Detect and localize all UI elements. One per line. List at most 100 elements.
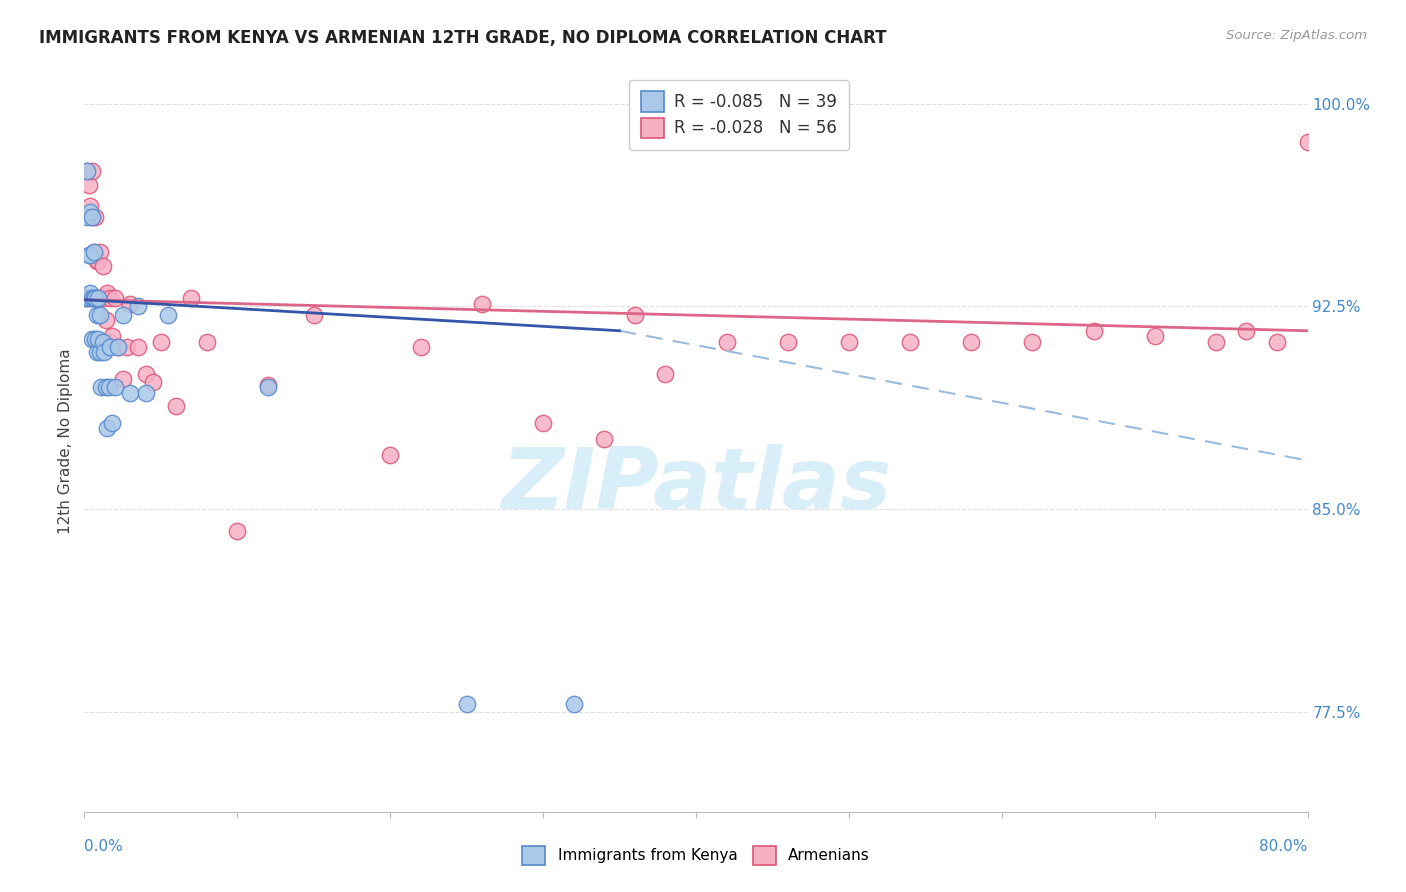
Point	[83, 291, 105, 305]
Point	[593, 432, 616, 446]
Point	[104, 291, 127, 305]
Text: 0.0%: 0.0%	[84, 838, 124, 854]
Point	[104, 380, 127, 394]
Point	[93, 291, 115, 305]
Point	[111, 372, 134, 386]
Point	[101, 329, 124, 343]
Point	[83, 245, 105, 260]
Point	[84, 211, 107, 225]
Point	[1265, 334, 1288, 349]
Point	[135, 367, 157, 381]
Point	[76, 211, 98, 225]
Point	[107, 340, 129, 354]
Text: ZIPatlas: ZIPatlas	[501, 444, 891, 527]
Point	[531, 416, 554, 430]
Point	[380, 448, 402, 462]
Point	[898, 334, 921, 349]
Point	[716, 334, 738, 349]
Point	[80, 211, 103, 225]
Point	[86, 291, 108, 305]
Text: 80.0%: 80.0%	[1260, 838, 1308, 854]
Point	[84, 291, 107, 305]
Point	[127, 340, 149, 354]
Point	[76, 164, 98, 178]
Point	[1343, 334, 1365, 349]
Legend: Immigrants from Kenya, Armenians: Immigrants from Kenya, Armenians	[516, 840, 876, 871]
Point	[97, 380, 120, 394]
Point	[84, 332, 107, 346]
Point	[960, 334, 983, 349]
Point	[90, 291, 112, 305]
Point	[107, 340, 129, 354]
Point	[87, 291, 110, 305]
Point	[1083, 324, 1105, 338]
Point	[90, 380, 112, 394]
Point	[87, 253, 110, 268]
Point	[91, 259, 114, 273]
Point	[1021, 334, 1043, 349]
Point	[94, 380, 117, 394]
Point	[79, 248, 101, 262]
Point	[302, 308, 325, 322]
Point	[91, 334, 114, 349]
Text: IMMIGRANTS FROM KENYA VS ARMENIAN 12TH GRADE, NO DIPLOMA CORRELATION CHART: IMMIGRANTS FROM KENYA VS ARMENIAN 12TH G…	[39, 29, 887, 46]
Point	[86, 345, 108, 359]
Point	[624, 308, 647, 322]
Point	[226, 524, 249, 538]
Point	[86, 308, 108, 322]
Point	[127, 300, 149, 314]
Point	[456, 697, 478, 711]
Point	[776, 334, 799, 349]
Point	[80, 164, 103, 178]
Point	[142, 375, 165, 389]
Point	[79, 199, 101, 213]
Point	[180, 291, 202, 305]
Point	[471, 297, 494, 311]
Point	[77, 291, 100, 305]
Point	[80, 211, 103, 225]
Point	[1143, 329, 1166, 343]
Point	[654, 367, 676, 381]
Point	[1296, 135, 1319, 149]
Point	[89, 308, 111, 322]
Point	[115, 340, 138, 354]
Point	[89, 245, 111, 260]
Point	[838, 334, 860, 349]
Point	[84, 291, 107, 305]
Point	[93, 345, 115, 359]
Point	[75, 291, 97, 305]
Point	[83, 245, 105, 260]
Point	[1205, 334, 1227, 349]
Point	[149, 334, 172, 349]
Point	[98, 291, 121, 305]
Point	[80, 291, 103, 305]
Point	[257, 377, 280, 392]
Point	[80, 332, 103, 346]
Point	[111, 308, 134, 322]
Point	[165, 400, 187, 414]
Point	[257, 380, 280, 394]
Point	[97, 334, 120, 349]
Point	[195, 334, 218, 349]
Point	[1236, 324, 1258, 338]
Point	[135, 385, 157, 400]
Point	[79, 205, 101, 219]
Point	[98, 340, 121, 354]
Point	[86, 253, 108, 268]
Point	[120, 297, 142, 311]
Point	[101, 416, 124, 430]
Point	[96, 421, 118, 435]
Point	[94, 313, 117, 327]
Point	[89, 345, 111, 359]
Point	[79, 285, 101, 300]
Y-axis label: 12th Grade, No Diploma: 12th Grade, No Diploma	[58, 349, 73, 534]
Point	[157, 308, 180, 322]
Point	[87, 332, 110, 346]
Point	[120, 385, 142, 400]
Point	[409, 340, 432, 354]
Point	[75, 291, 97, 305]
Text: Source: ZipAtlas.com: Source: ZipAtlas.com	[1226, 29, 1367, 42]
Point	[96, 285, 118, 300]
Point	[562, 697, 585, 711]
Point	[77, 178, 100, 192]
